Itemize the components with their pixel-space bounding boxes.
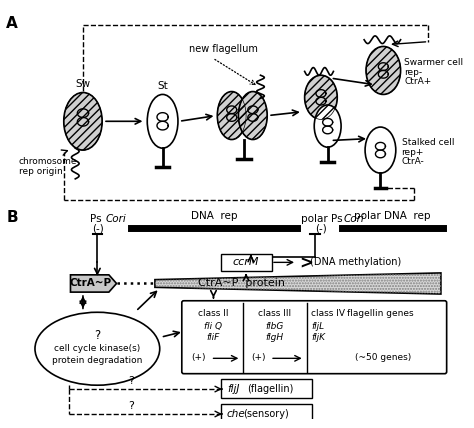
- FancyBboxPatch shape: [182, 301, 447, 374]
- Text: fljK: fljK: [311, 333, 325, 342]
- Polygon shape: [155, 273, 441, 294]
- Text: DNA  rep: DNA rep: [191, 211, 237, 221]
- Text: (flagellin): (flagellin): [247, 384, 293, 394]
- Ellipse shape: [147, 95, 178, 148]
- Text: Cori: Cori: [344, 214, 365, 224]
- Text: chromosome: chromosome: [18, 157, 77, 166]
- Text: che: che: [227, 409, 246, 419]
- Text: ?: ?: [128, 376, 134, 386]
- Text: flagellin genes: flagellin genes: [347, 309, 413, 318]
- Text: class IV: class IV: [311, 309, 346, 318]
- Ellipse shape: [64, 92, 102, 150]
- Text: St: St: [157, 80, 168, 91]
- Text: class III: class III: [258, 309, 292, 318]
- Text: Stalked cell: Stalked cell: [401, 138, 454, 147]
- Text: CtrA~P  protein: CtrA~P protein: [198, 279, 285, 288]
- Text: Ps: Ps: [90, 214, 105, 224]
- Ellipse shape: [366, 47, 401, 95]
- Text: Cori: Cori: [106, 214, 127, 224]
- Ellipse shape: [314, 105, 341, 147]
- Text: A: A: [6, 16, 18, 31]
- Text: ?: ?: [128, 401, 134, 411]
- Text: rep origin: rep origin: [18, 167, 63, 176]
- FancyBboxPatch shape: [221, 404, 312, 423]
- Text: flgH: flgH: [266, 333, 284, 342]
- Text: ccrM: ccrM: [233, 257, 259, 268]
- Text: polar DNA  rep: polar DNA rep: [354, 211, 431, 221]
- Text: Sw: Sw: [75, 79, 91, 89]
- Text: fljJ: fljJ: [227, 384, 239, 394]
- Text: fljL: fljL: [311, 322, 325, 331]
- Ellipse shape: [35, 312, 160, 385]
- Text: CtrA+: CtrA+: [404, 77, 432, 86]
- Text: ?: ?: [94, 329, 100, 342]
- Text: new flagellum: new flagellum: [190, 44, 258, 54]
- Text: >: >: [299, 254, 313, 272]
- Text: (~50 genes): (~50 genes): [355, 353, 411, 362]
- Text: (-): (-): [92, 224, 104, 234]
- Text: (-): (-): [315, 224, 327, 234]
- Text: rep-: rep-: [404, 68, 422, 77]
- Ellipse shape: [217, 92, 246, 140]
- Text: CtrA-: CtrA-: [401, 157, 424, 166]
- Text: polar Ps: polar Ps: [301, 214, 346, 224]
- Text: fliF: fliF: [207, 333, 220, 342]
- Text: (sensory): (sensory): [243, 409, 289, 419]
- Ellipse shape: [365, 127, 396, 173]
- Text: (DNA methylation): (DNA methylation): [310, 257, 401, 268]
- Text: class II: class II: [198, 309, 229, 318]
- Text: (+): (+): [191, 353, 206, 362]
- Text: cell cycle kinase(s): cell cycle kinase(s): [54, 344, 140, 353]
- Ellipse shape: [305, 75, 337, 119]
- Text: protein degradation: protein degradation: [52, 356, 143, 365]
- Text: CtrA~P: CtrA~P: [70, 279, 112, 288]
- Text: flbG: flbG: [266, 322, 284, 331]
- Text: (+): (+): [251, 353, 265, 362]
- Text: fli Q: fli Q: [204, 322, 222, 331]
- FancyBboxPatch shape: [221, 254, 272, 271]
- Polygon shape: [71, 275, 117, 292]
- Ellipse shape: [238, 92, 267, 140]
- FancyBboxPatch shape: [221, 379, 312, 398]
- Text: rep+: rep+: [401, 148, 424, 157]
- Text: Swarmer cell: Swarmer cell: [404, 58, 464, 67]
- Text: B: B: [6, 210, 18, 225]
